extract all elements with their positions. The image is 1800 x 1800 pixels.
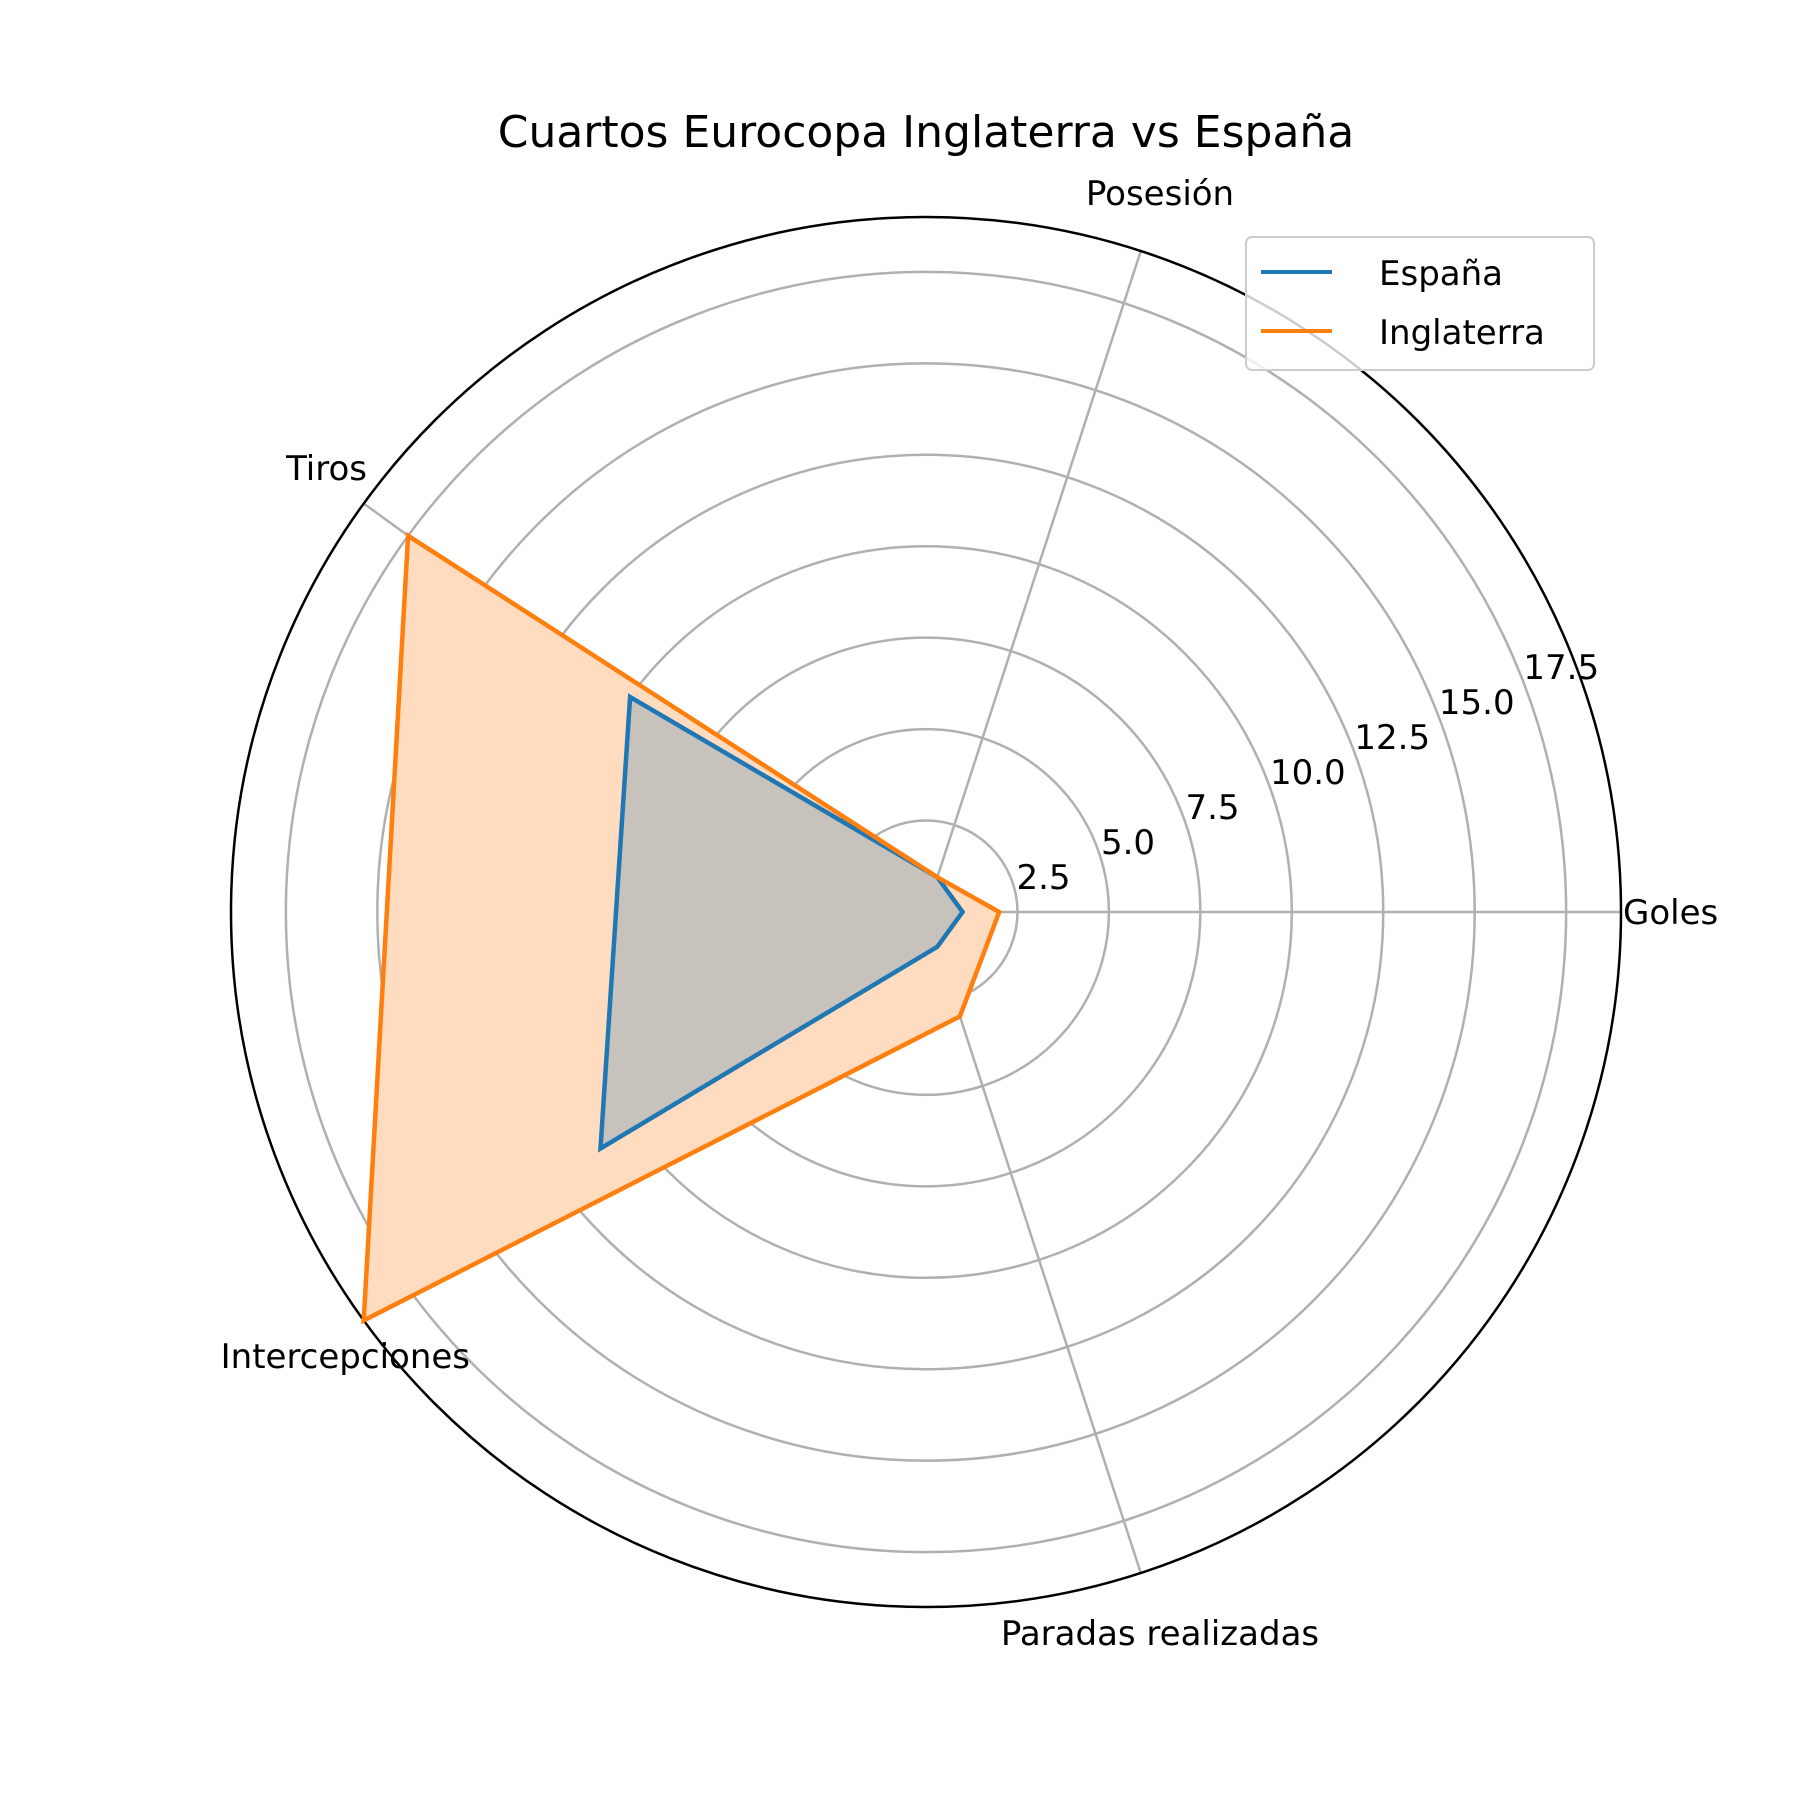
series-fill-inglaterra bbox=[363, 535, 1000, 1321]
radial-tick-label: 7.5 bbox=[1185, 788, 1239, 828]
legend-label-espana: España bbox=[1379, 254, 1503, 294]
labels-layer: Goles Posesión Tiros Intercepciones Paradas … bbox=[221, 174, 1719, 1654]
chart-title: Cuartos Eurocopa Inglaterra vs España bbox=[498, 107, 1355, 158]
category-label: Posesión bbox=[1086, 174, 1234, 214]
series-line-inglaterra bbox=[361, 531, 1002, 1325]
series-fill-espana bbox=[600, 697, 963, 1149]
radial-tick-label: 2.5 bbox=[1016, 858, 1070, 898]
series-layer bbox=[361, 531, 1002, 1325]
legend-box bbox=[1245, 236, 1595, 371]
legend-label-inglaterra: Inglaterra bbox=[1379, 313, 1545, 353]
series-line-espana bbox=[597, 693, 966, 1153]
category-label: Tiros bbox=[285, 449, 367, 489]
radial-tick-label: 15.0 bbox=[1439, 683, 1515, 723]
polar-frame bbox=[229, 215, 1623, 1609]
radial-tick-label: 5.0 bbox=[1101, 823, 1155, 863]
category-label: Intercepciones bbox=[221, 1337, 470, 1377]
legend: España Inglaterra bbox=[1245, 236, 1595, 371]
radial-tick-label: 17.5 bbox=[1523, 648, 1599, 688]
category-label: Goles bbox=[1623, 893, 1718, 933]
radial-tick-label: 10.0 bbox=[1270, 753, 1346, 793]
radial-tick-label: 12.5 bbox=[1354, 718, 1430, 758]
grid-spoke bbox=[924, 250, 1142, 913]
category-label: Paradas realizadas bbox=[1001, 1614, 1319, 1654]
grid-spoke bbox=[924, 911, 1142, 1574]
